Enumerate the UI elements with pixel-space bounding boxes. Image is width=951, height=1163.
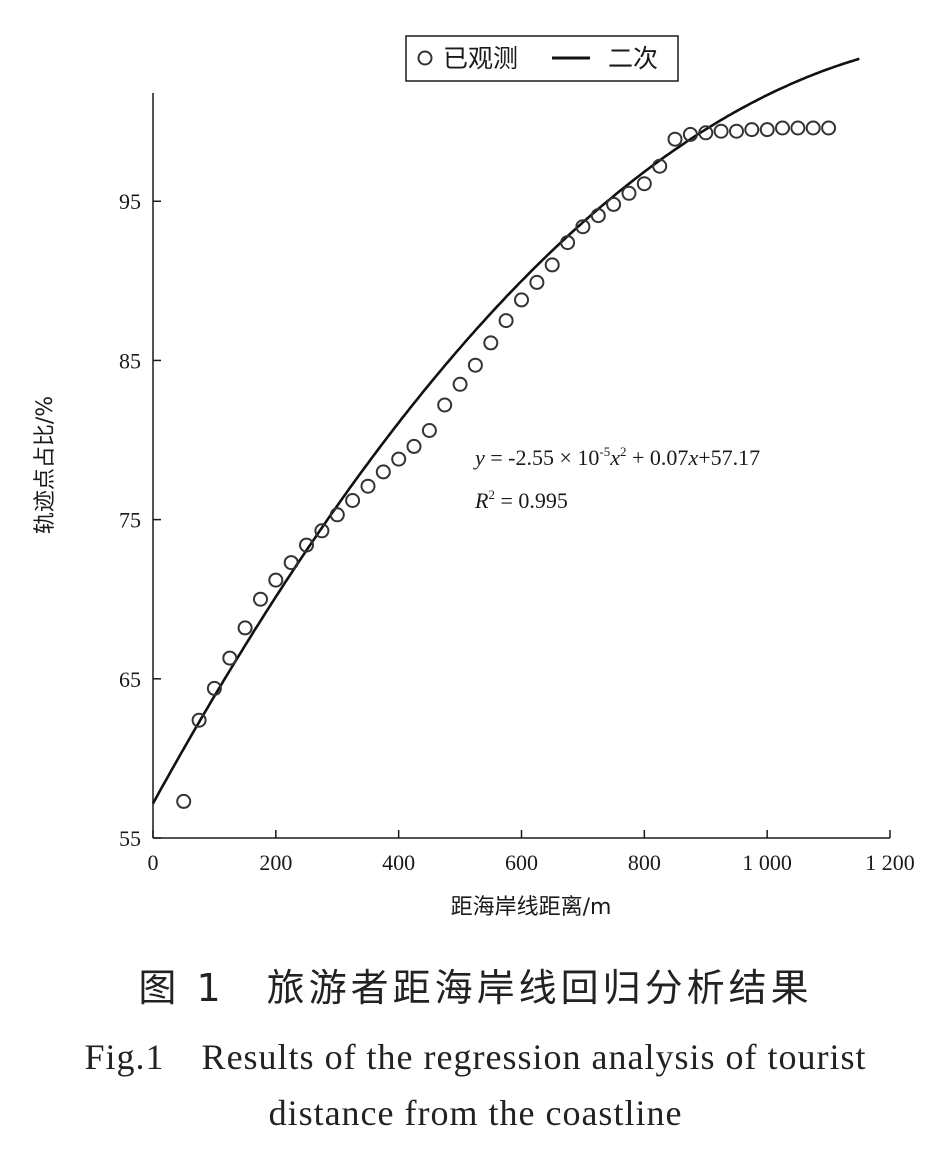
y-tick-label: 75 — [119, 508, 141, 533]
observed-point — [237, 620, 253, 636]
observed-point — [452, 376, 468, 392]
observed-point — [467, 357, 483, 373]
observed-point — [314, 523, 330, 539]
observed-point — [805, 120, 821, 136]
observed-point — [544, 257, 560, 273]
x-tick-label: 800 — [628, 850, 661, 875]
legend-observed-marker — [417, 50, 433, 66]
x-tick-label: 1 200 — [865, 850, 915, 875]
observed-point — [560, 235, 576, 251]
observed-point — [759, 122, 775, 138]
observed-point — [360, 478, 376, 494]
observed-point — [698, 125, 714, 141]
observed-point — [191, 712, 207, 728]
observed-point — [514, 292, 529, 308]
observed-point — [498, 313, 514, 329]
y-axis-title: 轨迹点占比/% — [33, 396, 58, 534]
legend-observed-label: 已观测 — [443, 44, 518, 73]
observed-point — [268, 572, 284, 588]
figure-caption-english-line1: Fig.1 Results of the regression analysis… — [84, 1037, 867, 1077]
observed-point — [744, 122, 760, 138]
observed-point — [345, 493, 361, 508]
observed-point — [299, 537, 314, 553]
r-squared: R2 = 0.995 — [474, 487, 568, 513]
x-tick-label: 200 — [259, 850, 292, 875]
observed-point — [790, 120, 806, 136]
fit-curve — [151, 57, 860, 805]
observed-point — [222, 650, 238, 666]
y-tick-label: 55 — [119, 826, 141, 851]
observed-point — [421, 423, 437, 438]
observed-point — [253, 591, 268, 607]
observed-point — [283, 555, 299, 571]
x-ticks: 0 200 400 600 800 1 000 1 200 — [148, 830, 915, 875]
x-tick-label: 0 — [148, 850, 159, 875]
x-axis-title: 距海岸线距离/m — [451, 895, 612, 920]
observed-point — [621, 185, 637, 201]
observed-point — [483, 335, 499, 351]
observed-point — [375, 464, 391, 480]
observed-point — [329, 507, 345, 523]
observed-point — [391, 451, 407, 467]
y-tick-label: 65 — [119, 667, 141, 692]
legend-box — [405, 35, 679, 82]
figure-caption-english-line2: distance from the coastline — [268, 1093, 683, 1133]
observed-point — [821, 120, 837, 136]
regression-equation: y = -2.55 × 10-5x2 + 0.07x+57.17 — [473, 444, 760, 470]
y-tick-label: 95 — [119, 189, 141, 214]
observed-point — [713, 123, 729, 139]
observed-markers — [176, 120, 837, 809]
legend: 已观测 二次 — [405, 35, 679, 82]
observed-point — [636, 176, 652, 192]
observed-point — [590, 208, 606, 224]
observed-point — [682, 126, 698, 142]
observed-point — [529, 274, 545, 290]
x-tick-label: 1 000 — [742, 850, 792, 875]
x-tick-label: 600 — [505, 850, 538, 875]
observed-point — [667, 131, 683, 147]
observed-point — [606, 196, 622, 212]
figure-caption-chinese: 图 1 旅游者距海岸线回归分析结果 — [138, 966, 813, 1010]
observed-point — [652, 158, 668, 174]
observed-point — [775, 120, 790, 136]
legend-fit-label: 二次 — [608, 44, 658, 73]
observed-point — [206, 680, 222, 696]
observed-point — [406, 438, 422, 454]
observed-point — [437, 397, 453, 413]
observed-point — [729, 123, 744, 139]
y-ticks: 55 65 75 85 95 — [119, 189, 161, 851]
x-tick-label: 400 — [382, 850, 415, 875]
y-tick-label: 85 — [119, 348, 141, 373]
observed-point — [176, 793, 192, 809]
chart: 已观测 二次 0 200 400 600 800 1 000 1 200 55 65 75 85 9… — [33, 35, 915, 920]
observed-point — [575, 219, 591, 235]
